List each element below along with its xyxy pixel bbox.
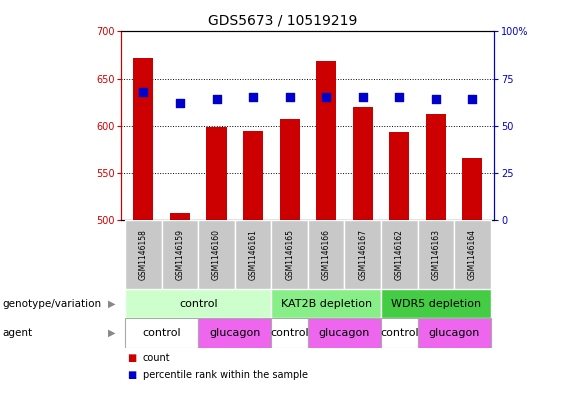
Text: GSM1146167: GSM1146167 <box>358 229 367 280</box>
Bar <box>125 220 162 289</box>
Bar <box>418 318 491 348</box>
Text: GSM1146163: GSM1146163 <box>432 229 440 280</box>
Bar <box>308 318 381 348</box>
Bar <box>125 289 271 318</box>
Text: ▶: ▶ <box>108 328 116 338</box>
Bar <box>418 220 454 289</box>
Point <box>358 94 367 101</box>
Text: GSM1146158: GSM1146158 <box>139 229 148 280</box>
Text: KAT2B depletion: KAT2B depletion <box>281 299 372 309</box>
Text: glucagon: glucagon <box>428 328 480 338</box>
Text: GDS5673 / 10519219: GDS5673 / 10519219 <box>208 14 357 28</box>
Text: GSM1146162: GSM1146162 <box>395 229 404 280</box>
Text: GSM1146164: GSM1146164 <box>468 229 477 280</box>
Bar <box>162 220 198 289</box>
Bar <box>462 158 483 220</box>
Text: GSM1146160: GSM1146160 <box>212 229 221 280</box>
Text: ■: ■ <box>127 353 136 363</box>
Point <box>468 96 477 103</box>
Point <box>285 94 294 101</box>
Text: control: control <box>270 328 309 338</box>
Text: count: count <box>143 353 171 363</box>
Text: ■: ■ <box>127 370 136 380</box>
Text: GSM1146166: GSM1146166 <box>321 229 331 280</box>
Bar <box>271 220 308 289</box>
Bar <box>308 220 345 289</box>
Bar <box>243 131 263 220</box>
Bar <box>271 318 308 348</box>
Text: agent: agent <box>3 328 33 338</box>
Point <box>431 96 440 103</box>
Text: glucagon: glucagon <box>209 328 260 338</box>
Text: genotype/variation: genotype/variation <box>3 299 102 309</box>
Text: percentile rank within the sample: percentile rank within the sample <box>143 370 308 380</box>
Bar <box>381 318 418 348</box>
Bar <box>198 318 271 348</box>
Bar <box>345 220 381 289</box>
Text: ▶: ▶ <box>108 299 116 309</box>
Point <box>212 96 221 103</box>
Bar <box>133 58 154 220</box>
Bar <box>271 289 381 318</box>
Bar <box>454 220 491 289</box>
Point <box>176 100 185 106</box>
Bar <box>206 127 227 220</box>
Text: GSM1146165: GSM1146165 <box>285 229 294 280</box>
Bar <box>235 220 271 289</box>
Bar <box>198 220 235 289</box>
Text: glucagon: glucagon <box>319 328 370 338</box>
Bar <box>280 119 299 220</box>
Point <box>321 94 331 101</box>
Text: GSM1146161: GSM1146161 <box>249 229 258 280</box>
Text: control: control <box>380 328 419 338</box>
Bar <box>381 220 418 289</box>
Bar <box>353 107 373 220</box>
Text: GSM1146159: GSM1146159 <box>176 229 184 280</box>
Text: control: control <box>179 299 218 309</box>
Bar <box>381 289 491 318</box>
Point <box>249 94 258 101</box>
Bar <box>389 132 410 220</box>
Point <box>139 89 148 95</box>
Text: WDR5 depletion: WDR5 depletion <box>391 299 481 309</box>
Bar <box>125 318 198 348</box>
Bar <box>170 213 190 220</box>
Text: control: control <box>142 328 181 338</box>
Point <box>395 94 404 101</box>
Bar <box>316 61 336 220</box>
Bar <box>426 114 446 220</box>
